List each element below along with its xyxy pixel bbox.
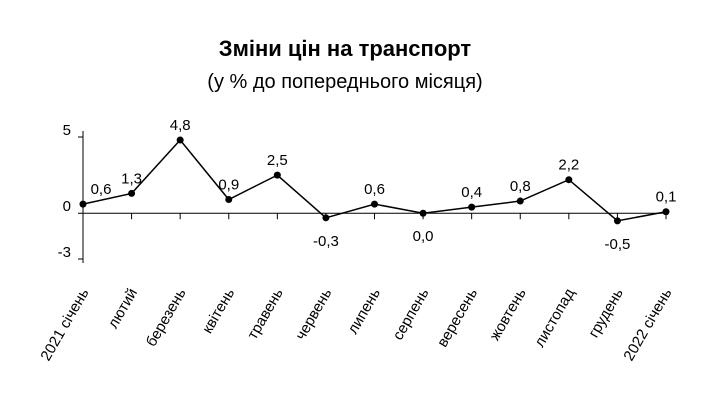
value-label: 0,4	[461, 184, 482, 201]
value-label: -0,5	[604, 236, 630, 253]
value-label: 0,6	[364, 181, 385, 198]
value-label: 4,8	[170, 117, 191, 134]
y-tick-label: 5	[63, 122, 71, 139]
x-tick-label: вересень	[434, 285, 481, 350]
x-tick-label: червень	[292, 285, 335, 343]
x-tick-label: квітень	[199, 285, 238, 336]
x-tick-label: 2021 січень	[37, 285, 92, 363]
point	[468, 203, 476, 211]
x-tick-label: жовтень	[486, 285, 529, 343]
point	[128, 189, 136, 197]
value-label: -0,3	[313, 233, 339, 250]
point	[662, 208, 670, 216]
x-tick-label: травень	[244, 285, 287, 342]
point	[176, 136, 184, 144]
point	[516, 197, 524, 205]
point	[613, 217, 621, 225]
value-label: 0,0	[413, 228, 434, 245]
x-tick-label: листопад	[531, 285, 578, 350]
point	[273, 171, 281, 179]
y-tick-label: -3	[58, 244, 71, 261]
x-tick-label: серпень	[389, 285, 432, 343]
point	[79, 200, 87, 208]
x-tick-label: грудень	[585, 285, 627, 340]
value-label: 0,9	[218, 176, 239, 193]
x-tick-label: 2022 січень	[620, 285, 675, 363]
point	[225, 196, 233, 204]
value-label: 2,5	[267, 152, 288, 169]
point	[419, 209, 427, 217]
x-tick-label: липень	[344, 285, 384, 337]
value-label: 0,8	[510, 178, 531, 195]
point	[371, 200, 378, 208]
point	[565, 176, 573, 184]
chart-title: Зміни цін на транспорт	[219, 36, 472, 61]
value-label: 0,1	[656, 189, 677, 206]
x-tick-label: лютий	[105, 286, 141, 332]
value-label: 1,3	[121, 170, 142, 187]
value-label: 0,6	[91, 181, 112, 198]
y-tick-label: 0	[63, 198, 71, 215]
x-tick-label: березень	[143, 285, 190, 349]
chart-subtitle: (у % до попереднього місяця)	[207, 71, 482, 93]
value-label: 2,2	[558, 157, 579, 174]
point	[322, 214, 330, 222]
